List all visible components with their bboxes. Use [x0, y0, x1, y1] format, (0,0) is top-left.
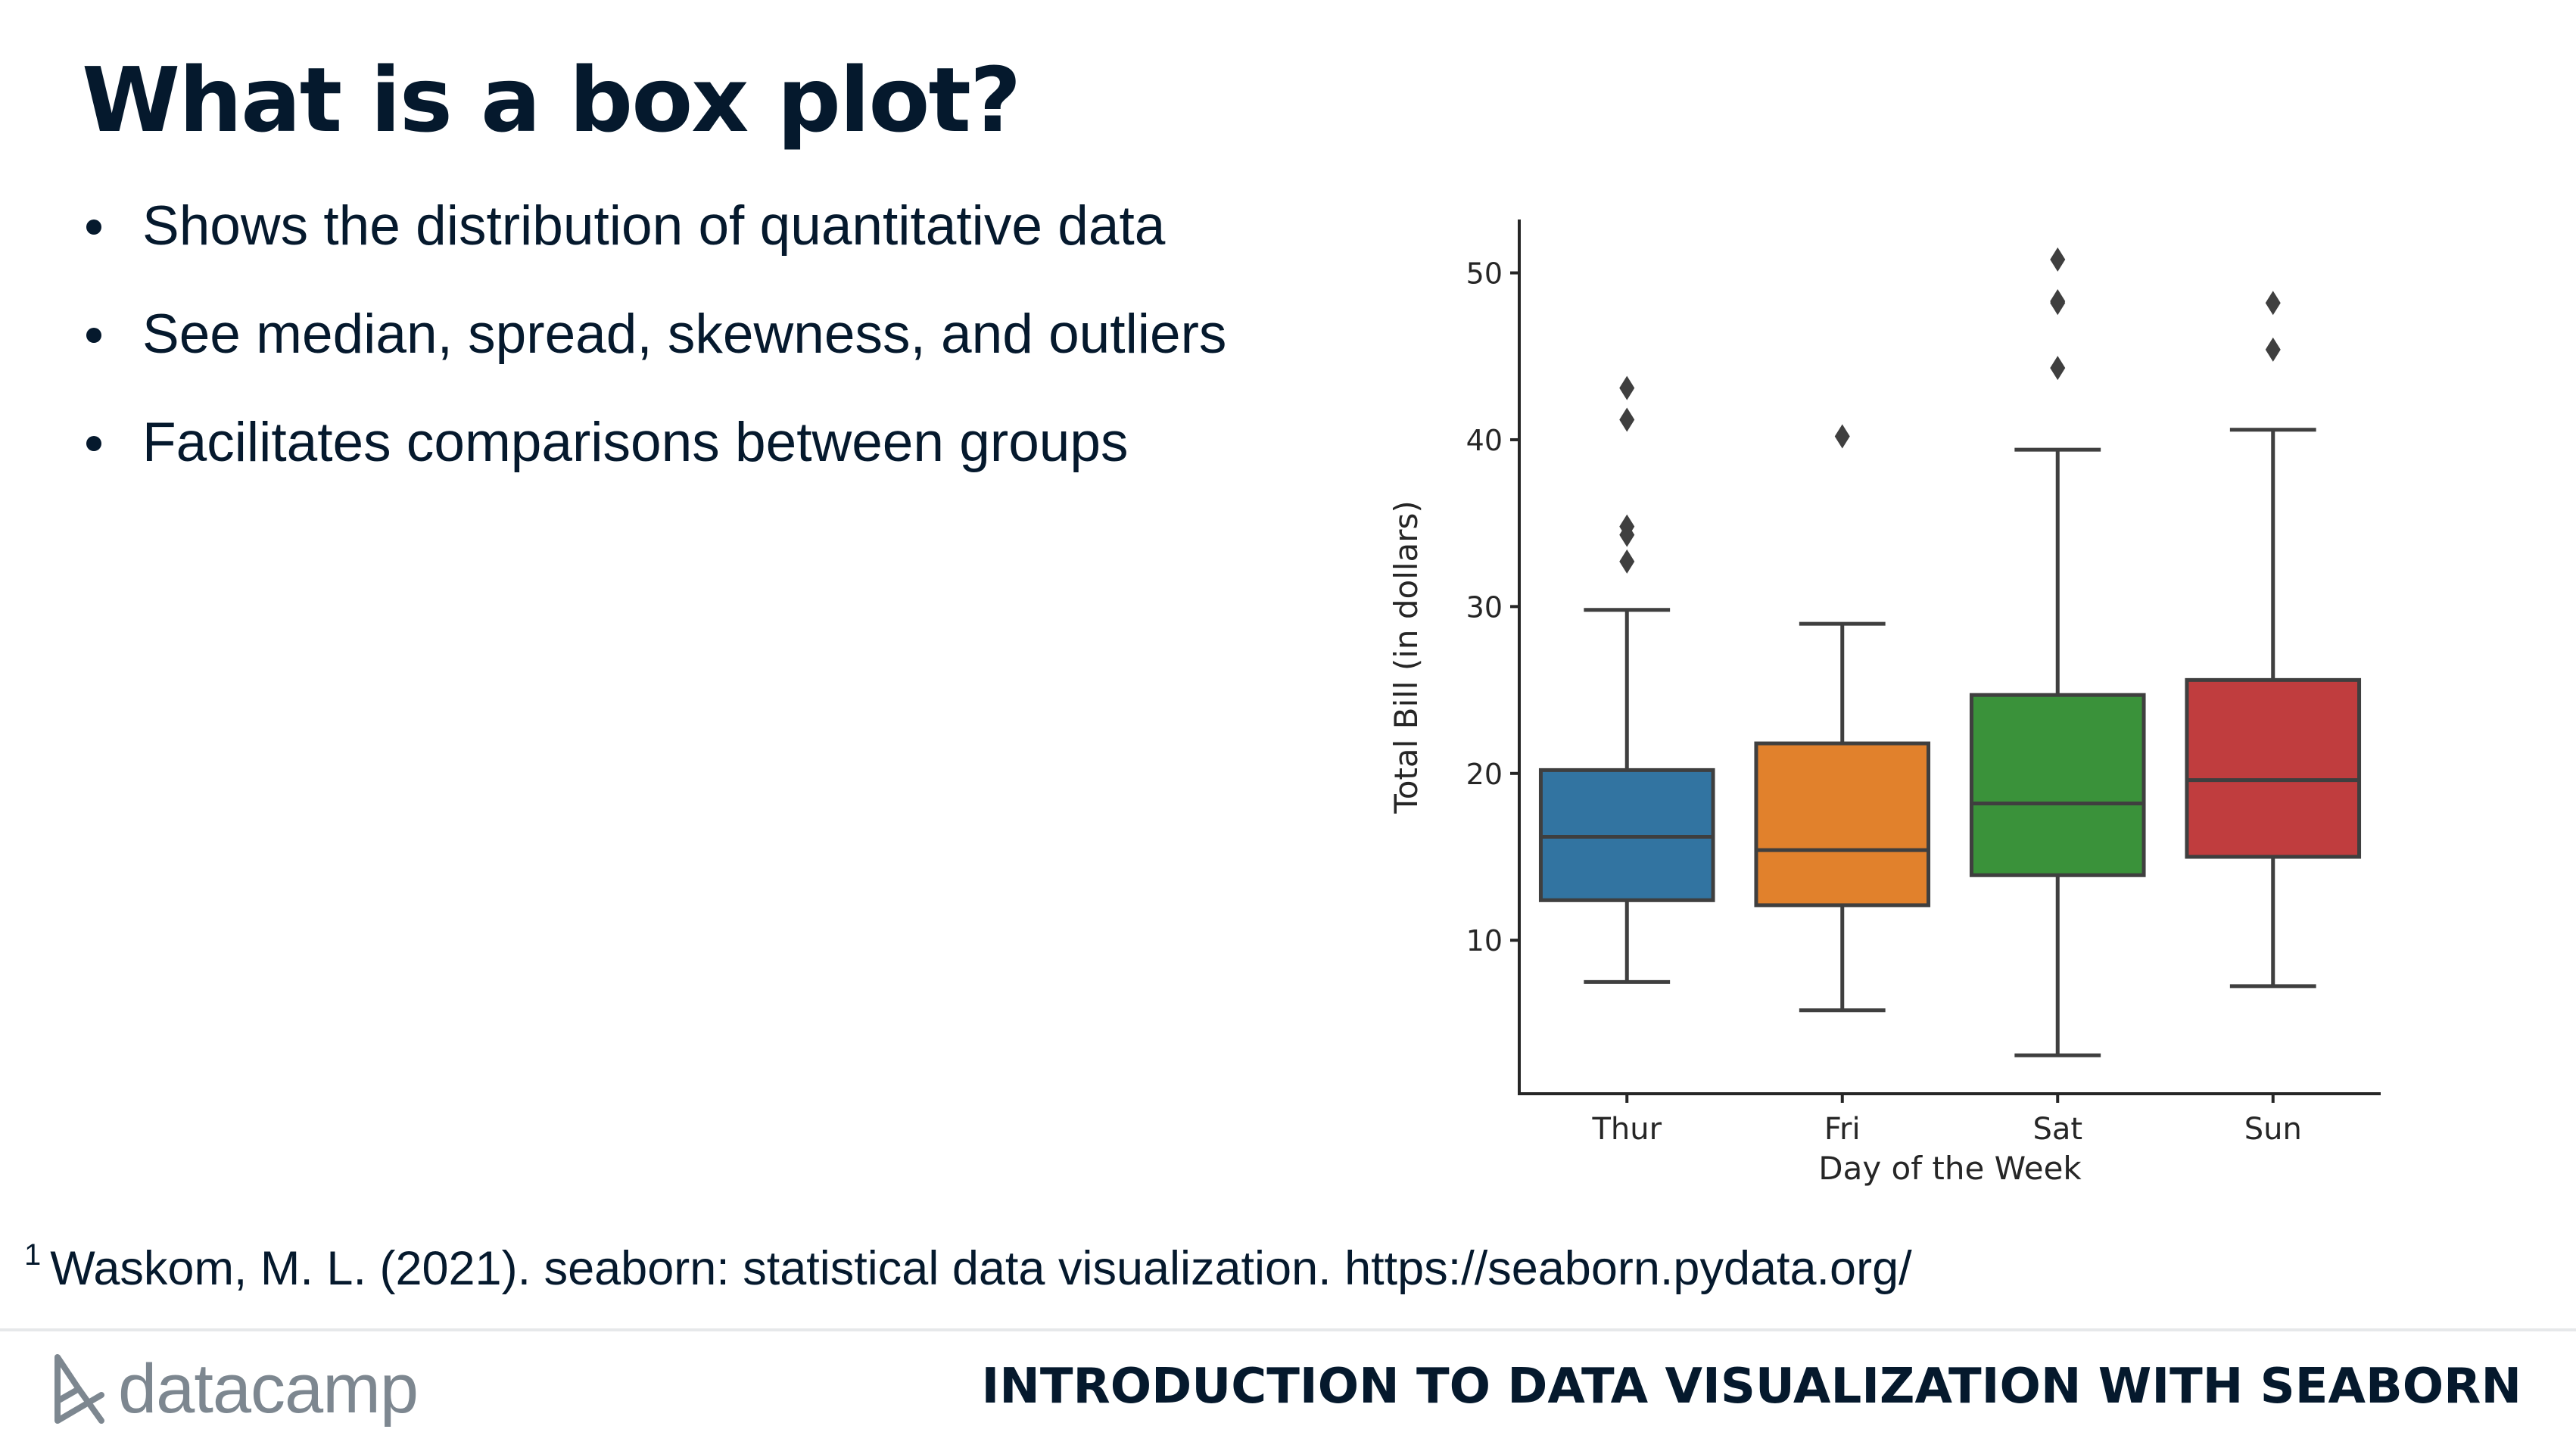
x-axis-label: Day of the Week: [1818, 1150, 2082, 1187]
logo-text: datacamp: [118, 1350, 419, 1428]
y-tick-label: 40: [1466, 424, 1503, 457]
footnote-marker: 1: [24, 1238, 42, 1272]
y-tick-label: 20: [1466, 758, 1503, 791]
slide-title: What is a box plot?: [82, 48, 1021, 152]
box-fri: [1754, 741, 1931, 908]
datacamp-logo-icon: [55, 1354, 104, 1424]
x-tick-label: Sat: [2032, 1112, 2082, 1147]
y-tick-label: 50: [1466, 257, 1503, 291]
x-tick-label: Sun: [2244, 1112, 2302, 1147]
x-tick-label: Thur: [1591, 1112, 1662, 1147]
bullet-item: Shows the distribution of quantitative d…: [83, 193, 1226, 260]
footnote-text: Waskom, M. L. (2021). seaborn: statistic…: [50, 1242, 1912, 1295]
outlier-point: [2050, 356, 2066, 381]
y-tick-label: 10: [1466, 924, 1503, 957]
outlier-point: [2050, 247, 2066, 272]
footer-divider: [0, 1328, 2576, 1331]
outlier-point: [1619, 549, 1635, 574]
outlier-point: [2265, 291, 2281, 316]
bullet-item: Facilitates comparisons between groups: [83, 409, 1226, 476]
bullet-list: Shows the distribution of quantitative d…: [83, 193, 1226, 518]
bullet-dot-icon: [86, 220, 101, 235]
outlier-point: [2050, 289, 2066, 314]
bullet-item: See median, spread, skewness, and outlie…: [83, 301, 1226, 368]
course-title: INTRODUCTION TO DATA VISUALIZATION WITH …: [981, 1359, 2521, 1415]
x-tick-label: Fri: [1824, 1112, 1861, 1147]
outlier-point: [1619, 514, 1635, 539]
plot-area: 10 20 30 40 50 Thur Fri Sat Sun: [1466, 247, 2362, 1147]
outlier-point: [1619, 375, 1635, 400]
outlier-point: [1834, 424, 1850, 449]
outlier-point: [1619, 407, 1635, 432]
bullet-dot-icon: [86, 436, 101, 451]
bullet-text: See median, spread, skewness, and outlie…: [142, 304, 1227, 365]
bullet-text: Facilitates comparisons between groups: [142, 412, 1129, 473]
bullet-dot-icon: [86, 328, 101, 343]
y-axis-label: Total Bill (in dollars): [1388, 500, 1425, 814]
box-sun: [2185, 677, 2362, 859]
footnote: 1 Waskom, M. L. (2021). seaborn: statisti…: [24, 1238, 1912, 1296]
outlier-point: [2265, 337, 2281, 362]
bullet-text: Shows the distribution of quantitative d…: [142, 195, 1166, 257]
box-sat: [1969, 693, 2146, 877]
y-tick-label: 30: [1466, 590, 1503, 624]
datacamp-logo[interactable]: datacamp: [51, 1347, 419, 1431]
